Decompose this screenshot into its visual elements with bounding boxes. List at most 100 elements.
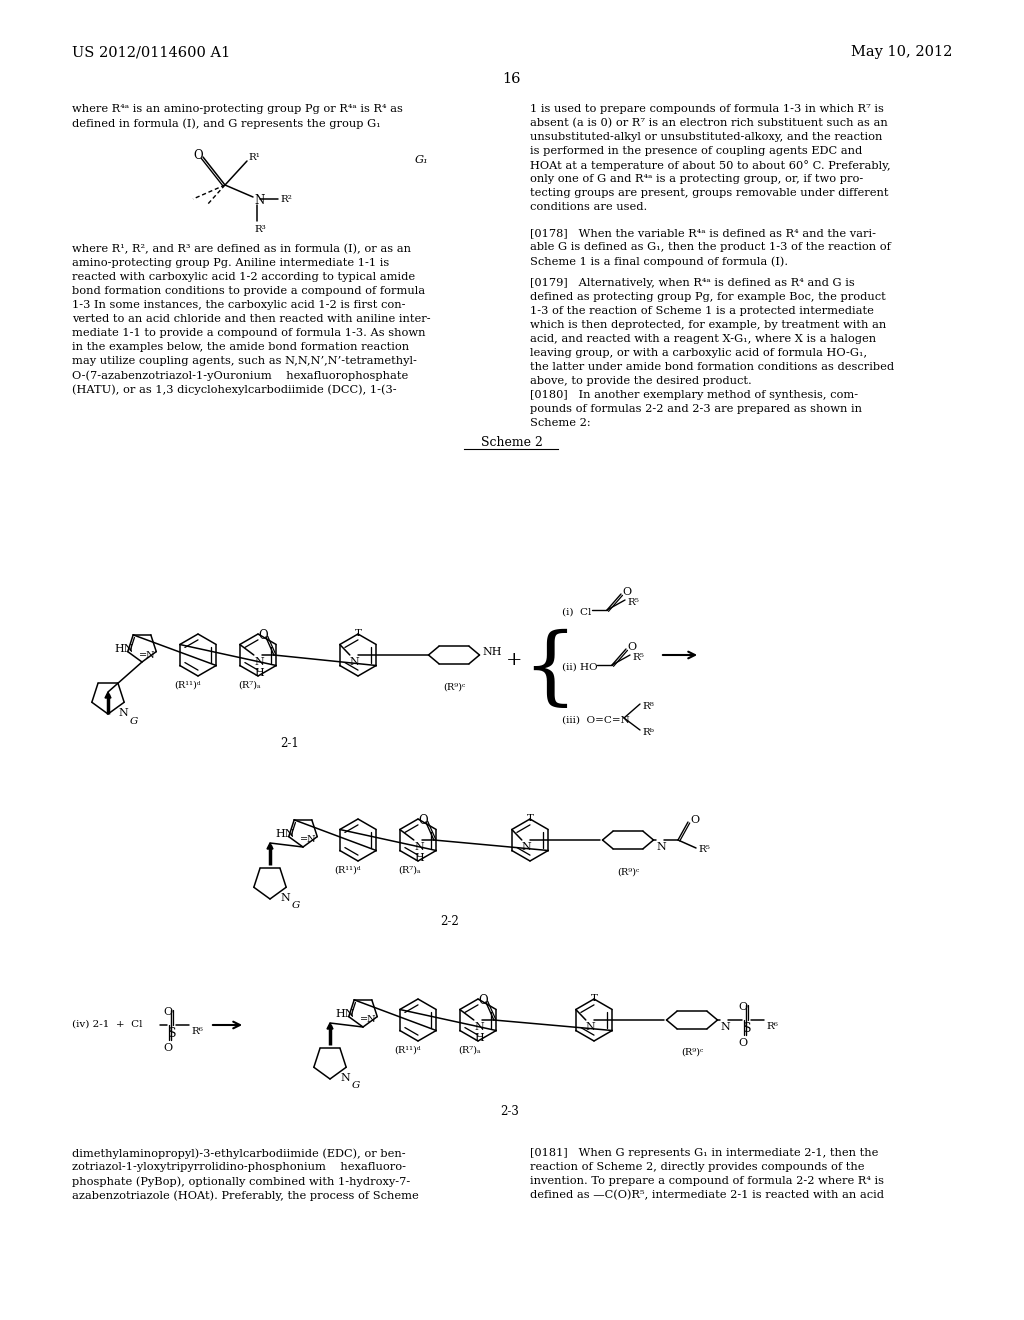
Text: R²: R² bbox=[280, 195, 292, 205]
Text: O: O bbox=[164, 1007, 173, 1016]
Text: defined as protecting group Pg, for example Boc, the product: defined as protecting group Pg, for exam… bbox=[530, 292, 886, 302]
Text: (R⁹)ᶜ: (R⁹)ᶜ bbox=[442, 682, 465, 692]
Text: azabenzotriazole (HOAt). Preferably, the process of Scheme: azabenzotriazole (HOAt). Preferably, the… bbox=[72, 1191, 419, 1201]
Text: zotriazol-1-yloxytripyrrolidino-phosphonium    hexafluoro-: zotriazol-1-yloxytripyrrolidino-phosphon… bbox=[72, 1162, 406, 1172]
Text: =N: =N bbox=[300, 836, 316, 845]
Text: acid, and reacted with a reagent X-G₁, where X is a halogen: acid, and reacted with a reagent X-G₁, w… bbox=[530, 334, 877, 345]
Text: tecting groups are present, groups removable under different: tecting groups are present, groups remov… bbox=[530, 187, 889, 198]
Text: (R¹¹)ᵈ: (R¹¹)ᵈ bbox=[394, 1045, 421, 1055]
Text: H: H bbox=[475, 1034, 484, 1043]
Text: 1 is used to prepare compounds of formula 1-3 in which R⁷ is: 1 is used to prepare compounds of formul… bbox=[530, 104, 884, 114]
Text: O: O bbox=[690, 814, 699, 825]
Text: G₁: G₁ bbox=[415, 154, 429, 165]
Text: (iv) 2-1  +  Cl: (iv) 2-1 + Cl bbox=[72, 1020, 142, 1030]
Text: Scheme 1 is a final compound of formula (I).: Scheme 1 is a final compound of formula … bbox=[530, 256, 788, 267]
Text: [0181]   When G represents G₁ in intermediate 2-1, then the: [0181] When G represents G₁ in intermedi… bbox=[530, 1148, 879, 1158]
Text: verted to an acid chloride and then reacted with aniline inter-: verted to an acid chloride and then reac… bbox=[72, 314, 431, 323]
Text: N: N bbox=[340, 1073, 350, 1082]
Text: Scheme 2:: Scheme 2: bbox=[530, 418, 591, 428]
Text: T: T bbox=[526, 814, 534, 822]
Text: conditions are used.: conditions are used. bbox=[530, 202, 647, 213]
Text: N: N bbox=[475, 1022, 484, 1032]
Text: S: S bbox=[743, 1022, 752, 1035]
Text: (i)  Cl: (i) Cl bbox=[562, 609, 592, 616]
Text: 16: 16 bbox=[503, 73, 521, 86]
Text: unsubstituted-alkyl or unsubstituted-alkoxy, and the reaction: unsubstituted-alkyl or unsubstituted-alk… bbox=[530, 132, 883, 143]
Polygon shape bbox=[267, 843, 273, 849]
Polygon shape bbox=[327, 1023, 333, 1030]
Text: O: O bbox=[738, 1002, 748, 1012]
Text: O: O bbox=[478, 994, 487, 1007]
Text: HN: HN bbox=[335, 1008, 354, 1019]
Text: Rᵇ: Rᵇ bbox=[642, 729, 654, 737]
Text: G: G bbox=[352, 1081, 360, 1090]
Text: only one of G and R⁴ᵃ is a protecting group, or, if two pro-: only one of G and R⁴ᵃ is a protecting gr… bbox=[530, 174, 863, 183]
Text: [0180]   In another exemplary method of synthesis, com-: [0180] In another exemplary method of sy… bbox=[530, 389, 858, 400]
Text: (iii)  O=C=N: (iii) O=C=N bbox=[562, 715, 630, 725]
Text: (R¹¹)ᵈ: (R¹¹)ᵈ bbox=[335, 866, 361, 875]
Text: is performed in the presence of coupling agents EDC and: is performed in the presence of coupling… bbox=[530, 147, 862, 156]
Text: may utilize coupling agents, such as N,N,N’,N’-tetramethyl-: may utilize coupling agents, such as N,N… bbox=[72, 356, 417, 366]
Text: May 10, 2012: May 10, 2012 bbox=[851, 45, 952, 59]
Text: amino-protecting group Pg. Aniline intermediate 1-1 is: amino-protecting group Pg. Aniline inter… bbox=[72, 257, 389, 268]
Text: HN: HN bbox=[114, 644, 133, 653]
Text: in the examples below, the amide bond formation reaction: in the examples below, the amide bond fo… bbox=[72, 342, 410, 352]
Text: US 2012/0114600 A1: US 2012/0114600 A1 bbox=[72, 45, 230, 59]
Text: N: N bbox=[720, 1022, 730, 1032]
Text: =N: =N bbox=[139, 651, 156, 660]
Text: dimethylaminopropyl)-3-ethylcarbodiimide (EDC), or ben-: dimethylaminopropyl)-3-ethylcarbodiimide… bbox=[72, 1148, 406, 1159]
Text: N: N bbox=[350, 657, 359, 667]
Text: N: N bbox=[280, 894, 290, 903]
Text: (R⁷)ₐ: (R⁷)ₐ bbox=[398, 866, 421, 875]
Text: O: O bbox=[627, 642, 636, 652]
Text: O: O bbox=[622, 587, 631, 597]
Text: defined as —C(O)R⁵, intermediate 2-1 is reacted with an acid: defined as —C(O)R⁵, intermediate 2-1 is … bbox=[530, 1191, 884, 1200]
Text: R⁶: R⁶ bbox=[191, 1027, 203, 1036]
Text: H: H bbox=[415, 853, 425, 863]
Text: invention. To prepare a compound of formula 2-2 where R⁴ is: invention. To prepare a compound of form… bbox=[530, 1176, 884, 1185]
Text: (R⁹)ᶜ: (R⁹)ᶜ bbox=[681, 1048, 703, 1057]
Text: above, to provide the desired product.: above, to provide the desired product. bbox=[530, 376, 752, 385]
Text: N: N bbox=[415, 842, 425, 851]
Text: {: { bbox=[522, 628, 577, 711]
Text: HOAt at a temperature of about 50 to about 60° C. Preferably,: HOAt at a temperature of about 50 to abo… bbox=[530, 160, 891, 170]
Text: (R⁷)ₐ: (R⁷)ₐ bbox=[459, 1045, 481, 1055]
Text: [0179]   Alternatively, when R⁴ᵃ is defined as R⁴ and G is: [0179] Alternatively, when R⁴ᵃ is define… bbox=[530, 279, 855, 288]
Text: T: T bbox=[354, 630, 361, 638]
Text: R⁶: R⁶ bbox=[766, 1022, 778, 1031]
Text: the latter under amide bond formation conditions as described: the latter under amide bond formation co… bbox=[530, 362, 894, 372]
Text: R⁸: R⁸ bbox=[642, 702, 654, 711]
Text: [0178]   When the variable R⁴ᵃ is defined as R⁴ and the vari-: [0178] When the variable R⁴ᵃ is defined … bbox=[530, 228, 876, 238]
Text: 2-2: 2-2 bbox=[440, 915, 460, 928]
Text: T: T bbox=[591, 994, 597, 1003]
Text: 2-1: 2-1 bbox=[281, 737, 299, 750]
Text: O: O bbox=[258, 630, 267, 642]
Text: absent (a is 0) or R⁷ is an electron rich substituent such as an: absent (a is 0) or R⁷ is an electron ric… bbox=[530, 117, 888, 128]
Text: mediate 1-1 to provide a compound of formula 1-3. As shown: mediate 1-1 to provide a compound of for… bbox=[72, 327, 426, 338]
Polygon shape bbox=[105, 692, 111, 698]
Text: where R⁴ᵃ is an amino-protecting group Pg or R⁴ᵃ is R⁴ as: where R⁴ᵃ is an amino-protecting group P… bbox=[72, 104, 402, 114]
Text: R⁵: R⁵ bbox=[627, 598, 639, 607]
Text: 2-3: 2-3 bbox=[501, 1105, 519, 1118]
Text: (R¹¹)ᵈ: (R¹¹)ᵈ bbox=[175, 681, 202, 690]
Text: NH: NH bbox=[482, 647, 502, 657]
Text: reaction of Scheme 2, directly provides compounds of the: reaction of Scheme 2, directly provides … bbox=[530, 1162, 864, 1172]
Text: able G is defined as G₁, then the product 1-3 of the reaction of: able G is defined as G₁, then the produc… bbox=[530, 242, 891, 252]
Text: O: O bbox=[194, 149, 203, 162]
Text: reacted with carboxylic acid 1-2 according to typical amide: reacted with carboxylic acid 1-2 accordi… bbox=[72, 272, 415, 282]
Text: 1-3 In some instances, the carboxylic acid 1-2 is first con-: 1-3 In some instances, the carboxylic ac… bbox=[72, 300, 406, 310]
Text: R⁵: R⁵ bbox=[698, 845, 710, 854]
Text: G: G bbox=[130, 717, 138, 726]
Text: S: S bbox=[168, 1027, 176, 1040]
Text: HN: HN bbox=[275, 829, 295, 840]
Text: (HATU), or as 1,3 dicyclohexylcarbodiimide (DCC), 1-(3-: (HATU), or as 1,3 dicyclohexylcarbodiimi… bbox=[72, 384, 396, 395]
Text: defined in formula (I), and G represents the group G₁: defined in formula (I), and G represents… bbox=[72, 117, 381, 128]
Text: O: O bbox=[738, 1038, 748, 1048]
Text: (R⁷)ₐ: (R⁷)ₐ bbox=[239, 681, 261, 690]
Text: which is then deprotected, for example, by treatment with an: which is then deprotected, for example, … bbox=[530, 319, 886, 330]
Text: where R¹, R², and R³ are defined as in formula (I), or as an: where R¹, R², and R³ are defined as in f… bbox=[72, 244, 411, 255]
Text: 1-3 of the reaction of Scheme 1 is a protected intermediate: 1-3 of the reaction of Scheme 1 is a pro… bbox=[530, 306, 873, 315]
Text: N: N bbox=[522, 842, 531, 851]
Text: O: O bbox=[164, 1043, 173, 1053]
Text: =N: =N bbox=[360, 1015, 377, 1024]
